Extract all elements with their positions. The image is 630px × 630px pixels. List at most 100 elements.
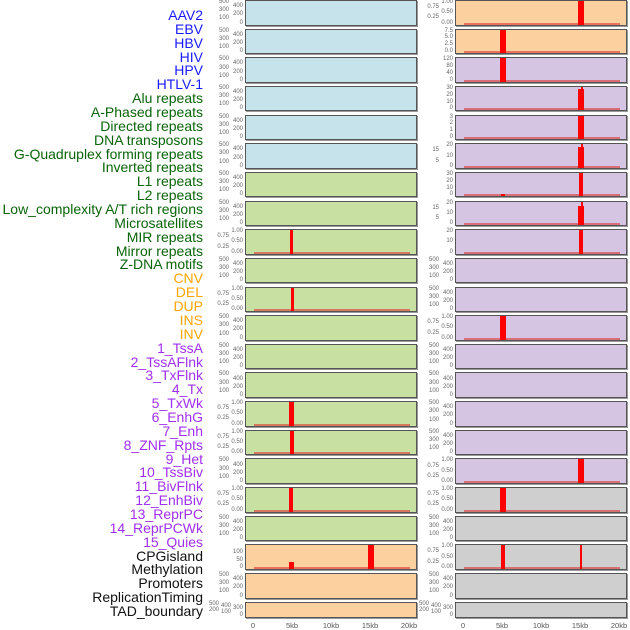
y-tick-label: 400: [442, 289, 453, 296]
y-tick-label: 1.00: [441, 314, 453, 321]
y-tick-label: 0.75: [217, 491, 229, 498]
y-tick-label: 0.50: [231, 295, 243, 302]
y-tick-label: 10: [446, 98, 453, 105]
y-tick-label: 0: [239, 162, 243, 169]
y-tick-label: 0.00: [441, 563, 453, 570]
y-tick-label: 0: [449, 363, 453, 370]
track-label: L2 repeats: [136, 187, 203, 204]
y-tick-label: 0: [239, 48, 243, 55]
baseline: [464, 223, 620, 226]
data-bar: [500, 316, 506, 340]
track-label: 11_BivFlnk: [134, 478, 203, 495]
baseline: [254, 509, 410, 512]
y-tick-label: 200: [232, 11, 243, 18]
track-panel-right: [455, 544, 627, 570]
y-tick-label: 100: [218, 72, 229, 79]
data-bar: [288, 402, 295, 426]
track-label: Promoters: [138, 575, 203, 592]
y-tick-label: 100: [218, 387, 229, 394]
y-tick-label: 0.75: [217, 405, 229, 412]
y-tick-label: 1.00: [441, 486, 453, 493]
y-tick-label: 100: [430, 609, 441, 616]
y-tick-label: 500: [428, 285, 439, 292]
track-panel-left: [245, 458, 417, 484]
y-tick-label: 200: [232, 211, 243, 218]
track-label: 6_EnhG: [151, 408, 203, 425]
y-tick-label: 0.25: [427, 558, 439, 565]
y-tick-label: 20: [446, 142, 453, 149]
y-tick-label: 400: [232, 203, 243, 210]
y-tick-label: 100: [232, 549, 243, 556]
track-label: 7_Enh: [162, 422, 203, 439]
y-tick-label: 0.75: [217, 433, 229, 440]
y-tick-label: 0.00: [231, 449, 243, 456]
y-tick-label: 100: [218, 330, 229, 337]
y-tick-label: 400: [232, 461, 243, 468]
y-tick-label: 0.50: [231, 238, 243, 245]
track-label: DEL: [175, 284, 203, 301]
y-tick-label: 40: [446, 69, 453, 76]
track-panel-left: [245, 601, 417, 618]
baseline: [464, 51, 620, 54]
y-tick-label: 0.25: [427, 329, 439, 336]
baseline: [464, 509, 620, 512]
y-tick-label: 0.50: [441, 324, 453, 331]
track-label: MIR repeats: [126, 228, 203, 245]
y-tick-label: 0.50: [231, 439, 243, 445]
track-panel-left: [245, 515, 417, 542]
y-tick-label: 0.75: [427, 462, 439, 469]
baseline: [254, 452, 410, 455]
track-panel-right: [455, 200, 627, 227]
track-label: Methylation: [131, 561, 203, 578]
y-tick-label: 1: [449, 127, 453, 134]
y-tick-label: 0: [239, 477, 243, 484]
track-label: DNA transposons: [94, 131, 203, 148]
y-tick-label: 300: [232, 605, 243, 612]
x-tick-label: 10kb: [322, 621, 340, 630]
y-tick-label: 300: [218, 121, 229, 128]
y-tick-label: 0.25: [217, 243, 229, 250]
y-tick-label: 300: [218, 35, 229, 42]
y-tick-label: 100: [218, 130, 229, 136]
track-panel-right: [455, 257, 627, 284]
y-tick-label: 30: [446, 84, 453, 91]
track-label: HTLV-1: [156, 76, 203, 93]
data-bar: [500, 488, 506, 512]
y-tick-label: 7.5: [444, 27, 453, 34]
y-tick-label: 500: [218, 457, 229, 464]
track-panel-right: [455, 343, 627, 370]
y-tick-label: 400: [442, 346, 453, 353]
data-bar: [368, 545, 374, 569]
y-tick-label: 400: [232, 60, 243, 67]
y-tick-label: 200: [232, 125, 243, 132]
y-tick-label: 200: [232, 154, 243, 161]
track-panel-right: [455, 573, 627, 599]
data-bar: [290, 230, 293, 254]
track-panel-left: [245, 171, 417, 198]
data-bar: [579, 545, 583, 569]
y-tick-label: 1.00: [231, 400, 243, 407]
y-tick-label: 3: [449, 113, 453, 120]
track-label: DUP: [173, 298, 203, 315]
data-bar: [578, 1, 584, 25]
y-tick-label: 300: [218, 580, 229, 587]
track-panel-left: [245, 429, 417, 456]
y-tick-label: 200: [232, 383, 243, 390]
y-tick-label: 200: [442, 412, 453, 419]
y-tick-label: 400: [442, 404, 453, 411]
data-bar: [500, 193, 506, 197]
y-tick-label: 0: [449, 391, 453, 398]
baseline: [254, 309, 410, 311]
y-tick-label: 100: [428, 301, 439, 308]
data-bar: [500, 58, 506, 82]
track-panel-left: [245, 229, 417, 255]
y-tick-label: 0: [449, 420, 453, 427]
y-tick-label: 300: [428, 580, 439, 587]
track-label: INS: [179, 311, 203, 328]
y-tick-label: 500: [218, 170, 229, 177]
y-tick-label: 0.00: [231, 248, 243, 255]
y-tick-label: 20: [446, 199, 453, 206]
data-bar: [501, 545, 505, 569]
y-tick-label: 300: [428, 436, 439, 443]
track-label: G-Quadruplex forming repeats: [13, 145, 203, 162]
